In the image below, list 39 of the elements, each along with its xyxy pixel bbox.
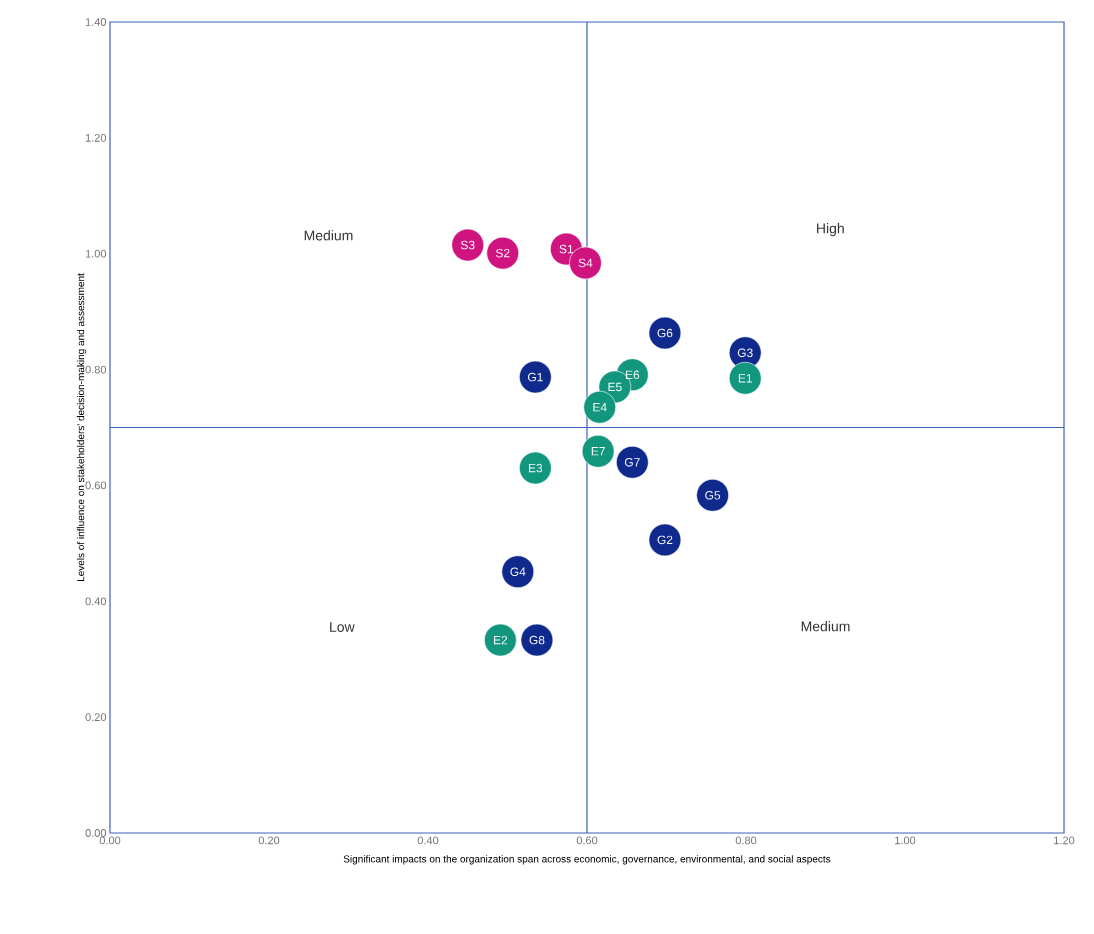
y-tick-label: 1.20 [85,133,107,142]
annotation: G2 [657,535,673,545]
annotation: E6 [625,370,640,380]
y-tick-label: 0.40 [85,597,107,606]
annotation: G8 [529,635,545,645]
y-tick-label: 0.60 [85,481,107,490]
y-tick-label: 1.40 [85,18,107,26]
x-tick-label: 1.00 [895,836,916,845]
annotation: E4 [593,403,607,412]
x-tick-label: 0.40 [417,836,439,845]
annotation: E2 [494,635,508,645]
annotation: G5 [705,491,721,500]
annotation: E5 [608,382,622,392]
x-tick-label: 0.60 [576,836,598,845]
annotation: E3 [528,463,543,473]
annotation: G4 [510,567,526,576]
annotation: Medium [304,230,353,241]
annotation: Low [330,622,355,632]
y-tick-label: 0.20 [85,713,107,722]
annotation: Medium [801,621,850,632]
x-tick-label: 0.80 [735,836,757,845]
annotation: High [817,223,844,237]
x-tick-label: 0.20 [258,836,280,845]
annotation: S3 [460,240,475,250]
annotation: E7 [591,447,605,456]
x-tick-label: 0.00 [99,836,121,845]
annotation: E1 [738,374,752,383]
annotation: S1 [559,244,574,254]
x-axis-title: Significant impacts on the organization span across economic, governance, environmental, and social aspects [343,855,831,865]
y-tick-label: 0.00 [85,829,107,837]
annotation: S4 [578,258,593,268]
y-tick-label: 1.00 [85,249,107,258]
annotation: G3 [737,348,753,358]
x-tick-label: 1.20 [1054,836,1075,845]
annotation: G6 [657,328,673,338]
annotation: G7 [624,458,640,467]
y-tick-label: 0.80 [85,365,107,374]
annotation: G1 [527,372,543,382]
annotation: S2 [495,248,510,258]
